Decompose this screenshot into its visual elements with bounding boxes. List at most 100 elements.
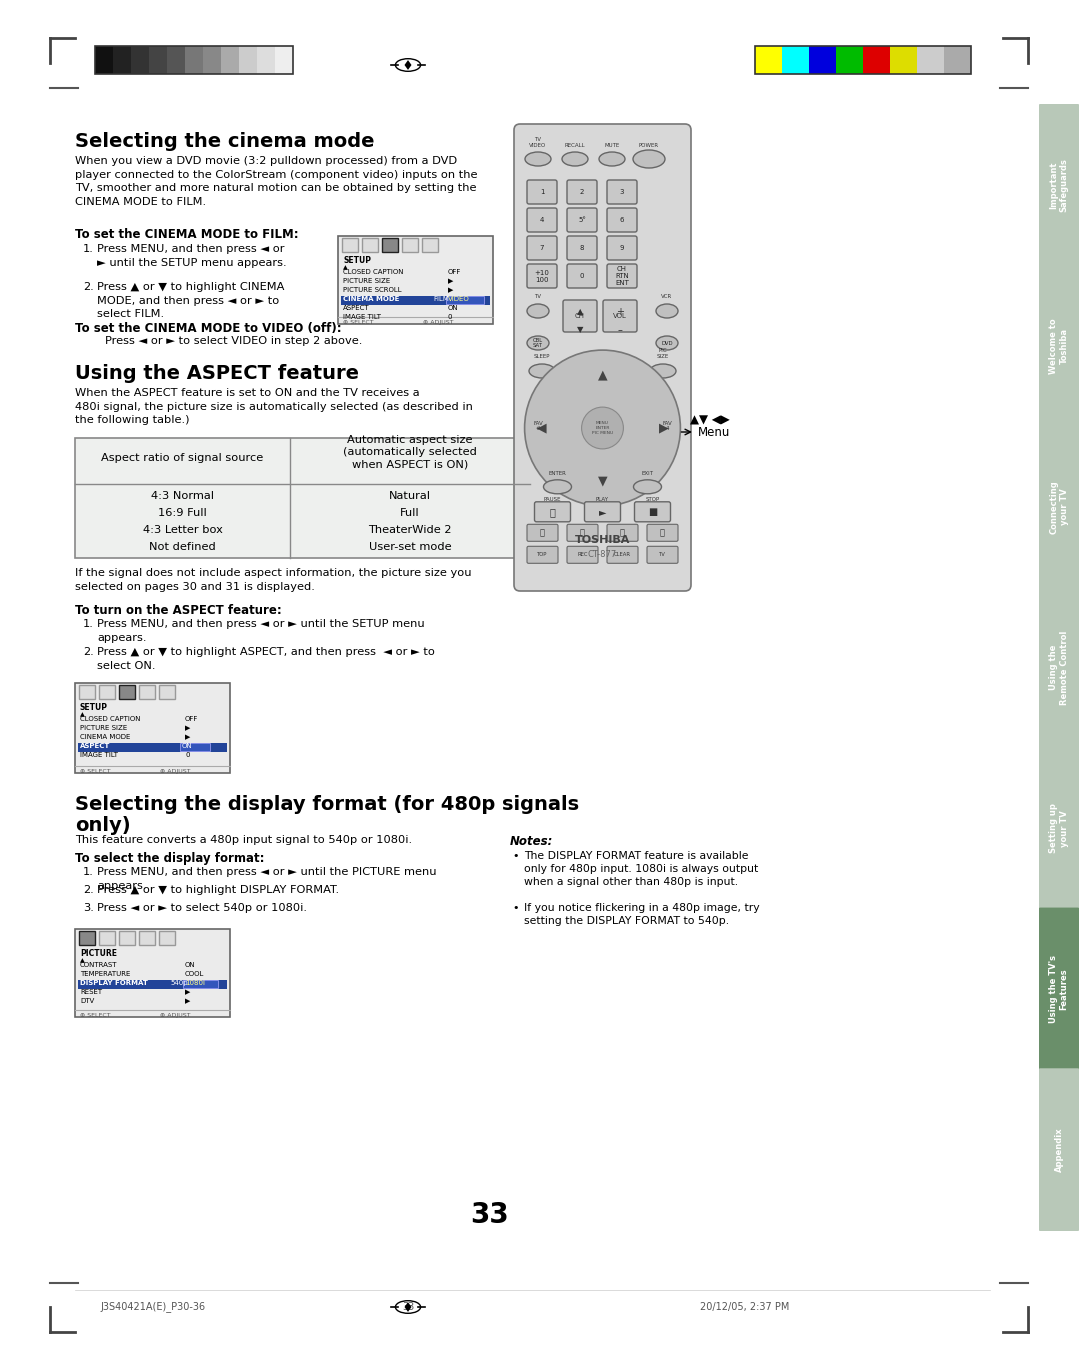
FancyBboxPatch shape	[1039, 747, 1079, 910]
Text: 0: 0	[185, 752, 189, 758]
FancyBboxPatch shape	[607, 547, 638, 563]
Text: 1080i: 1080i	[185, 980, 205, 986]
Text: 6: 6	[620, 216, 624, 223]
Text: VOL: VOL	[613, 312, 626, 319]
Text: RESET: RESET	[80, 989, 103, 995]
Bar	[755, 47, 782, 74]
Bar	[809, 47, 836, 74]
Text: TV: TV	[535, 295, 541, 299]
Bar	[95, 47, 293, 74]
Text: IMAGE TILT: IMAGE TILT	[343, 314, 381, 321]
Text: 8: 8	[580, 245, 584, 251]
Bar	[755, 47, 971, 74]
Bar	[180, 743, 210, 751]
Text: Not defined: Not defined	[149, 541, 216, 552]
Bar	[362, 238, 378, 252]
Text: User-set mode: User-set mode	[368, 541, 451, 552]
Text: ▶: ▶	[185, 997, 190, 1004]
FancyBboxPatch shape	[647, 525, 678, 541]
Bar	[382, 238, 399, 252]
Text: To turn on the ASPECT feature:: To turn on the ASPECT feature:	[75, 604, 282, 616]
Text: ▶: ▶	[448, 286, 454, 293]
Text: PAUSE: PAUSE	[543, 497, 562, 501]
Bar	[78, 980, 227, 989]
Text: 3.: 3.	[83, 903, 94, 912]
FancyBboxPatch shape	[527, 525, 558, 541]
Bar	[836, 47, 863, 74]
Text: 0: 0	[448, 314, 453, 321]
Text: STOP: STOP	[646, 497, 660, 501]
Text: ASPECT: ASPECT	[80, 743, 110, 749]
Text: EXIT: EXIT	[642, 471, 653, 475]
Text: ▲▼ ◀▶: ▲▼ ◀▶	[690, 414, 730, 426]
Ellipse shape	[525, 152, 551, 166]
Text: PICTURE SCROLL: PICTURE SCROLL	[343, 286, 402, 293]
Text: Menu: Menu	[698, 426, 730, 438]
Text: J3S40421A(E)_P30-36: J3S40421A(E)_P30-36	[100, 1302, 205, 1312]
Text: Natural: Natural	[389, 490, 431, 500]
Text: ■: ■	[648, 507, 657, 516]
Ellipse shape	[529, 364, 555, 378]
Bar	[131, 47, 149, 74]
Text: Important
Safeguards: Important Safeguards	[1050, 159, 1069, 212]
FancyBboxPatch shape	[535, 501, 570, 522]
Polygon shape	[405, 60, 411, 70]
Text: CINEMA MODE: CINEMA MODE	[80, 734, 131, 740]
FancyBboxPatch shape	[527, 547, 558, 563]
Bar	[113, 47, 131, 74]
Text: Press ◄ or ► to select 540p or 1080i.: Press ◄ or ► to select 540p or 1080i.	[97, 903, 307, 912]
FancyBboxPatch shape	[567, 547, 598, 563]
Text: –: –	[618, 325, 622, 336]
Text: 0: 0	[580, 273, 584, 279]
Text: FAV
4: FAV 4	[662, 421, 672, 432]
Text: PICTURE SIZE: PICTURE SIZE	[343, 278, 390, 284]
Text: To set the CINEMA MODE to FILM:: To set the CINEMA MODE to FILM:	[75, 227, 299, 241]
Text: Selecting the cinema mode: Selecting the cinema mode	[75, 132, 375, 151]
FancyBboxPatch shape	[527, 208, 557, 232]
Ellipse shape	[395, 1300, 420, 1314]
Text: If the signal does not include aspect information, the picture size you
selected: If the signal does not include aspect in…	[75, 569, 472, 592]
Text: ▲: ▲	[80, 712, 84, 717]
Text: Setting up
your TV: Setting up your TV	[1050, 803, 1069, 854]
Text: IMAGE TILT: IMAGE TILT	[80, 752, 118, 758]
Text: CLOSED CAPTION: CLOSED CAPTION	[80, 717, 140, 722]
Bar	[99, 685, 114, 699]
Bar	[917, 47, 944, 74]
Bar	[341, 296, 490, 306]
Text: Press MENU, and then press ◄ or
► until the SETUP menu appears.: Press MENU, and then press ◄ or ► until …	[97, 244, 286, 267]
Text: FAV
#: FAV #	[534, 421, 543, 432]
Bar	[75, 684, 230, 773]
Bar	[75, 438, 530, 558]
Text: 4:3 Normal: 4:3 Normal	[151, 490, 214, 500]
Text: ▼: ▼	[597, 474, 607, 488]
Text: +10
100: +10 100	[535, 270, 550, 282]
Text: The DISPLAY FORMAT feature is available
only for 480p input. 1080i is always out: The DISPLAY FORMAT feature is available …	[524, 851, 758, 888]
Bar	[79, 685, 95, 699]
Text: ⏭: ⏭	[660, 529, 665, 537]
Text: ▲: ▲	[597, 369, 607, 381]
Bar	[95, 47, 113, 74]
Text: VIDEO: VIDEO	[448, 296, 470, 301]
FancyBboxPatch shape	[563, 300, 597, 332]
Text: 1.: 1.	[83, 867, 94, 877]
Text: ON: ON	[185, 962, 195, 969]
Text: MENU
ENTER
PIC MENU: MENU ENTER PIC MENU	[592, 421, 613, 434]
Text: Press MENU, and then press ◄ or ► until the SETUP menu
appears.: Press MENU, and then press ◄ or ► until …	[97, 619, 424, 643]
Text: MUTE: MUTE	[605, 142, 620, 148]
Ellipse shape	[527, 304, 549, 318]
Polygon shape	[405, 1302, 411, 1312]
Ellipse shape	[527, 336, 549, 349]
Text: POWER: POWER	[639, 142, 659, 148]
Circle shape	[525, 351, 680, 506]
Text: 33: 33	[471, 1201, 510, 1229]
Text: TV
VIDEO: TV VIDEO	[529, 137, 546, 148]
Text: Press ▲ or ▼ to highlight CINEMA
MODE, and then press ◄ or ► to
select FILM.: Press ▲ or ▼ to highlight CINEMA MODE, a…	[97, 282, 284, 319]
Text: Press ▲ or ▼ to highlight DISPLAY FORMAT.: Press ▲ or ▼ to highlight DISPLAY FORMAT…	[97, 885, 339, 895]
Text: 5°: 5°	[578, 216, 586, 223]
Bar	[183, 980, 218, 988]
Bar	[99, 932, 114, 945]
Text: +: +	[616, 307, 624, 316]
Text: ▶: ▶	[659, 422, 669, 434]
FancyBboxPatch shape	[527, 264, 557, 288]
Text: SLEEP: SLEEP	[534, 353, 550, 359]
